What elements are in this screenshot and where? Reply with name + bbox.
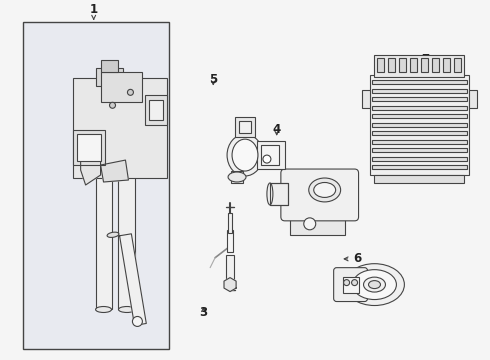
Bar — [261, 145, 279, 165]
Ellipse shape — [309, 178, 341, 202]
Bar — [23, 22, 170, 348]
Bar — [226, 255, 234, 280]
Circle shape — [304, 218, 316, 230]
Ellipse shape — [107, 232, 119, 238]
Circle shape — [263, 155, 271, 163]
Bar — [73, 78, 167, 178]
Polygon shape — [81, 155, 100, 185]
Bar — [270, 183, 288, 205]
Bar — [227, 230, 233, 252]
FancyBboxPatch shape — [281, 169, 359, 221]
Ellipse shape — [368, 280, 380, 289]
Bar — [362, 90, 369, 108]
Polygon shape — [100, 160, 128, 182]
Bar — [257, 141, 285, 169]
Polygon shape — [224, 278, 236, 292]
Ellipse shape — [353, 270, 396, 300]
Text: 3: 3 — [199, 306, 208, 319]
Bar — [371, 148, 467, 152]
Bar — [119, 150, 135, 310]
Ellipse shape — [364, 277, 386, 292]
Bar — [96, 68, 123, 86]
Ellipse shape — [96, 306, 112, 312]
Bar — [290, 213, 344, 235]
Bar — [73, 130, 104, 165]
Bar — [454, 58, 461, 72]
Bar — [421, 58, 428, 72]
Bar — [443, 58, 450, 72]
Bar — [371, 131, 467, 135]
Bar — [399, 58, 406, 72]
Ellipse shape — [227, 134, 263, 176]
Bar — [371, 89, 467, 93]
Ellipse shape — [119, 147, 135, 153]
Text: 5: 5 — [209, 73, 218, 86]
Bar — [377, 58, 385, 72]
Bar — [389, 58, 395, 72]
Bar — [371, 114, 467, 118]
Bar — [228, 213, 232, 233]
Ellipse shape — [228, 172, 246, 182]
Ellipse shape — [314, 183, 336, 197]
Bar — [371, 165, 467, 169]
Bar — [410, 58, 417, 72]
Bar — [96, 170, 112, 310]
Bar — [371, 123, 467, 127]
Bar — [371, 80, 467, 84]
Bar — [239, 121, 251, 133]
Text: 6: 6 — [344, 252, 362, 265]
Text: 2: 2 — [107, 127, 127, 140]
Circle shape — [110, 102, 116, 108]
Text: 1: 1 — [90, 3, 98, 19]
Bar — [371, 157, 467, 161]
Ellipse shape — [96, 167, 112, 173]
Bar — [469, 90, 477, 108]
Ellipse shape — [232, 139, 258, 171]
Ellipse shape — [267, 183, 273, 205]
Circle shape — [132, 316, 143, 327]
Bar — [371, 140, 467, 144]
Bar — [371, 106, 467, 110]
Text: 4: 4 — [272, 123, 281, 136]
Bar — [146, 95, 167, 125]
Bar — [76, 134, 100, 161]
Circle shape — [127, 89, 133, 95]
Bar — [235, 117, 255, 137]
Bar — [374, 55, 464, 77]
Bar — [371, 97, 467, 101]
Circle shape — [343, 280, 349, 285]
Bar — [270, 183, 288, 205]
Bar — [432, 58, 439, 72]
Bar — [374, 175, 464, 183]
FancyBboxPatch shape — [334, 268, 368, 302]
Bar — [100, 72, 143, 102]
Bar — [231, 171, 243, 183]
Bar — [100, 60, 119, 72]
Bar — [343, 276, 359, 293]
Text: 7: 7 — [416, 53, 430, 66]
Ellipse shape — [119, 306, 135, 312]
Circle shape — [352, 280, 358, 285]
Polygon shape — [120, 234, 147, 325]
Ellipse shape — [344, 264, 404, 306]
Bar — [149, 100, 163, 120]
Bar — [369, 75, 469, 175]
